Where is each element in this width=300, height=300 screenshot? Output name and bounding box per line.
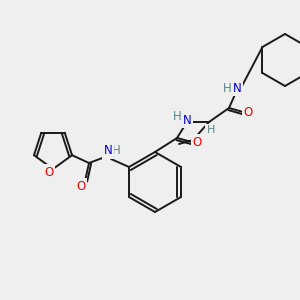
- Text: N: N: [183, 113, 191, 127]
- Text: H: H: [172, 110, 182, 122]
- Text: O: O: [44, 166, 54, 178]
- Text: H: H: [207, 125, 215, 135]
- Text: N: N: [232, 82, 242, 94]
- Text: H: H: [112, 145, 120, 158]
- Text: N: N: [103, 145, 112, 158]
- Text: O: O: [192, 136, 202, 148]
- Text: H: H: [223, 82, 231, 94]
- Text: O: O: [76, 179, 85, 193]
- Text: O: O: [243, 106, 253, 118]
